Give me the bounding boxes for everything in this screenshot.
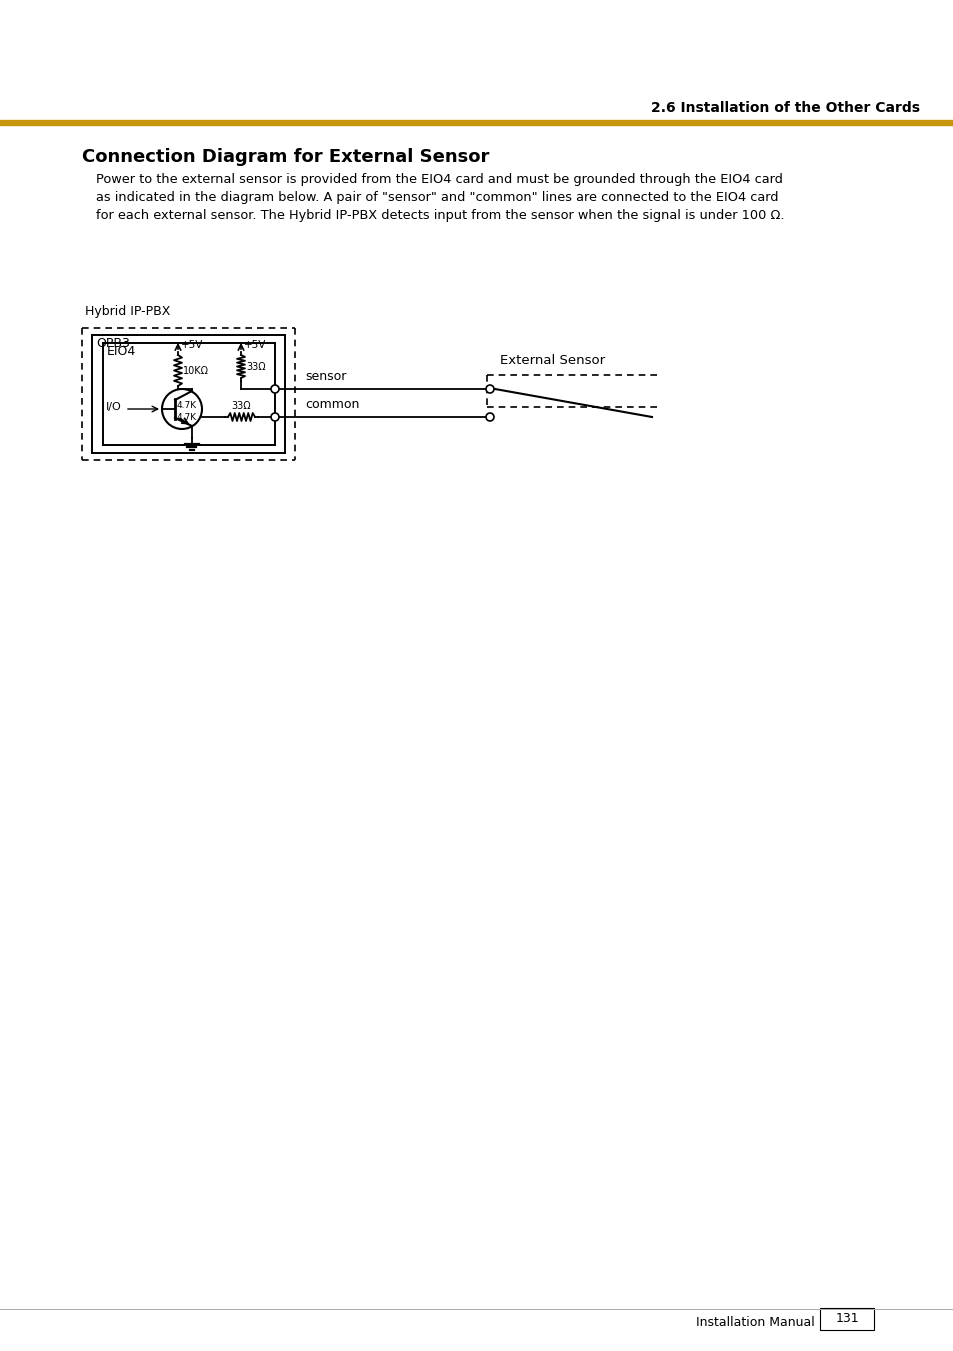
Text: sensor: sensor <box>305 370 346 382</box>
Text: 4.7K: 4.7K <box>177 401 197 411</box>
Text: Installation Manual: Installation Manual <box>696 1316 814 1328</box>
Text: Hybrid IP-PBX: Hybrid IP-PBX <box>85 305 171 317</box>
Text: common: common <box>305 399 359 411</box>
Text: as indicated in the diagram below. A pair of "sensor" and "common" lines are con: as indicated in the diagram below. A pai… <box>96 192 778 204</box>
Text: +5V: +5V <box>244 340 266 350</box>
Circle shape <box>271 413 278 422</box>
Text: 10KΩ: 10KΩ <box>183 366 209 376</box>
Circle shape <box>485 413 494 422</box>
Text: I/O: I/O <box>106 403 122 412</box>
Text: EIO4: EIO4 <box>107 345 136 358</box>
Text: 4.7K: 4.7K <box>177 412 197 422</box>
FancyBboxPatch shape <box>820 1308 873 1329</box>
Text: 131: 131 <box>834 1313 858 1325</box>
Circle shape <box>485 385 494 393</box>
Text: +5V: +5V <box>181 340 203 350</box>
Text: External Sensor: External Sensor <box>499 354 604 367</box>
Circle shape <box>271 385 278 393</box>
Text: OPB3: OPB3 <box>96 336 130 350</box>
Text: Power to the external sensor is provided from the EIO4 card and must be grounded: Power to the external sensor is provided… <box>96 173 782 186</box>
Text: for each external sensor. The Hybrid IP-PBX detects input from the sensor when t: for each external sensor. The Hybrid IP-… <box>96 209 783 223</box>
Text: 2.6 Installation of the Other Cards: 2.6 Installation of the Other Cards <box>650 101 919 115</box>
Text: Connection Diagram for External Sensor: Connection Diagram for External Sensor <box>82 149 489 166</box>
Text: 33Ω: 33Ω <box>231 401 251 411</box>
Text: 33Ω: 33Ω <box>246 362 265 372</box>
